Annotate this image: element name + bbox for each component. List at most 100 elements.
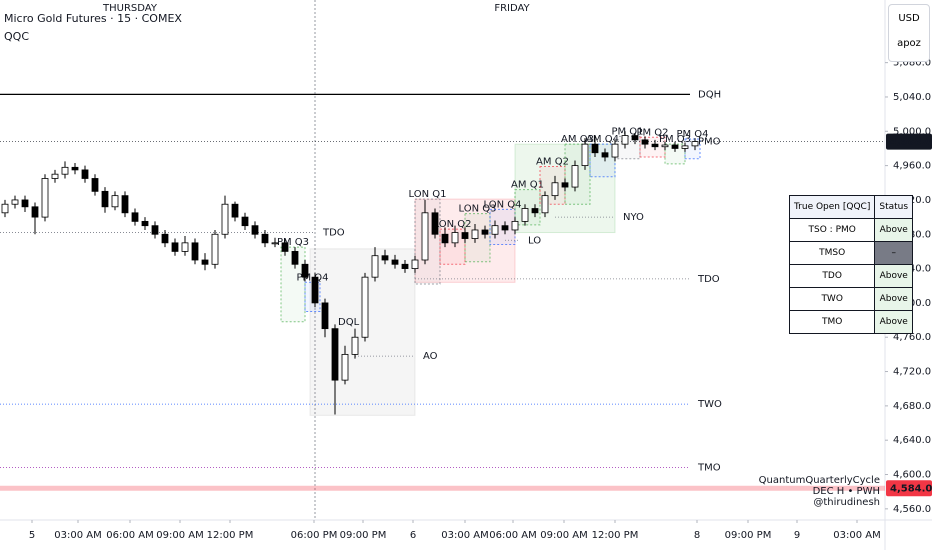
candle-body: [411, 259, 419, 269]
day-label: THURSDAY: [102, 3, 158, 14]
candle-body: [381, 255, 389, 261]
candle-body: [541, 195, 549, 214]
table-row: TMO Above: [788, 310, 914, 334]
symbol-title: Micro Gold Futures · 15 · COMEX: [4, 12, 182, 25]
level-label: DQH: [698, 89, 721, 100]
account-box[interactable]: USD apoz: [888, 4, 930, 62]
candle-body: [11, 199, 19, 205]
candle-body: [321, 302, 329, 330]
candle-body: [211, 233, 219, 265]
x-tick-label: 12:00 PM: [207, 530, 254, 541]
candle-body: [681, 145, 689, 149]
x-tick-label: 8: [694, 530, 700, 541]
candle-body: [71, 166, 79, 171]
quarter-label: PM Q3: [277, 237, 309, 248]
x-tick-label: 06:00 AM: [489, 530, 536, 541]
level-label: TWO: [697, 399, 722, 410]
candle-body: [251, 225, 259, 235]
candle-body: [21, 199, 29, 208]
y-tick-label: 4,680.0: [893, 401, 931, 412]
x-tick-label: 06:00 PM: [291, 530, 338, 541]
level-label: LO: [528, 235, 541, 246]
label-cell: TMO: [788, 310, 876, 334]
price-label: 4,988.0: [890, 137, 932, 148]
y-tick-label: 4,760.0: [893, 332, 931, 343]
candle-body: [441, 233, 449, 244]
candle-body: [401, 263, 409, 269]
level-label: TMO: [697, 463, 721, 474]
x-tick-label: 03:00 AM: [833, 530, 880, 541]
candle-body: [91, 178, 99, 192]
watermark: DEC H • PWH: [813, 486, 880, 497]
y-tick-label: 5,040.0: [893, 92, 931, 103]
label-cell: TSO : PMO: [788, 218, 876, 242]
candle-body: [551, 182, 559, 197]
candle-body: [571, 165, 579, 188]
label-cell: TWO: [788, 287, 876, 311]
candle-body: [421, 212, 429, 261]
quarter-label: PM Q4: [676, 129, 708, 140]
candle-body: [511, 220, 519, 231]
candle-body: [521, 208, 529, 222]
y-tick-label: 5,080.0: [893, 58, 931, 69]
currency[interactable]: USD: [898, 13, 920, 24]
candle-body: [451, 232, 459, 244]
candle-body: [601, 152, 609, 158]
x-tick-label: 12:00 PM: [592, 530, 639, 541]
candle-body: [271, 242, 279, 245]
quarter-label: LON Q2: [434, 219, 472, 230]
quarter-label: AM Q2: [536, 156, 569, 167]
candle-body: [311, 276, 319, 304]
candle-body: [181, 242, 189, 252]
candle-body: [191, 242, 199, 261]
y-tick-label: 4,560.0: [893, 504, 931, 515]
candle-body: [331, 328, 339, 381]
level-label: AO: [423, 351, 438, 362]
x-tick-label: 09:00 AM: [540, 530, 587, 541]
watermark: QuantumQuarterlyCycle: [759, 475, 880, 486]
status-table: True Open [QQC] Status TSO : PMO Above TMSO –…: [788, 195, 914, 334]
candle-body: [231, 203, 239, 218]
quarter-label: PM Q2: [636, 127, 668, 138]
candle-body: [301, 263, 309, 278]
status-cell: Above: [874, 264, 914, 288]
column-header: Status: [874, 195, 914, 219]
candle-body: [81, 169, 89, 179]
candle-body: [621, 135, 629, 145]
x-tick-label: 9: [794, 530, 800, 541]
y-tick-label: 4,960.0: [893, 161, 931, 172]
table-body: TSO : PMO Above TMSO – TDO Above TWO Above TMO Ab…: [788, 218, 914, 334]
user[interactable]: apoz: [897, 38, 921, 49]
x-tick-label: 5: [29, 530, 35, 541]
y-tick-label: 4,720.0: [893, 367, 931, 378]
x-tick-label: 09:00 PM: [725, 530, 772, 541]
candle-body: [141, 220, 149, 227]
candle-body: [661, 144, 669, 148]
candle-body: [291, 251, 299, 265]
status-cell: Above: [874, 218, 914, 242]
candle-body: [201, 259, 209, 265]
candle-body: [31, 206, 39, 218]
x-tick-label: 09:00 PM: [340, 530, 387, 541]
price-label: 4,584.0: [890, 483, 932, 494]
candle-body: [651, 143, 659, 148]
candle-body: [461, 232, 469, 239]
table-row: TSO : PMO Above: [788, 218, 914, 242]
level-label: PMO: [698, 137, 721, 148]
quarter-label: PM Q1: [611, 126, 643, 137]
label-cell: TDO: [788, 264, 876, 288]
candle-body: [221, 203, 229, 235]
indicator-name: QQC: [4, 30, 29, 43]
candle-body: [131, 212, 139, 222]
label-cell: TMSO: [788, 241, 876, 265]
candle-body: [501, 225, 509, 231]
quarter-label: LON Q4: [484, 199, 522, 210]
level-label: NYO: [623, 212, 644, 223]
candle-body: [261, 233, 269, 244]
candle-body: [591, 143, 599, 154]
candle-body: [431, 212, 439, 235]
x-tick-label: 03:00 AM: [441, 530, 488, 541]
candle-body: [151, 225, 159, 235]
